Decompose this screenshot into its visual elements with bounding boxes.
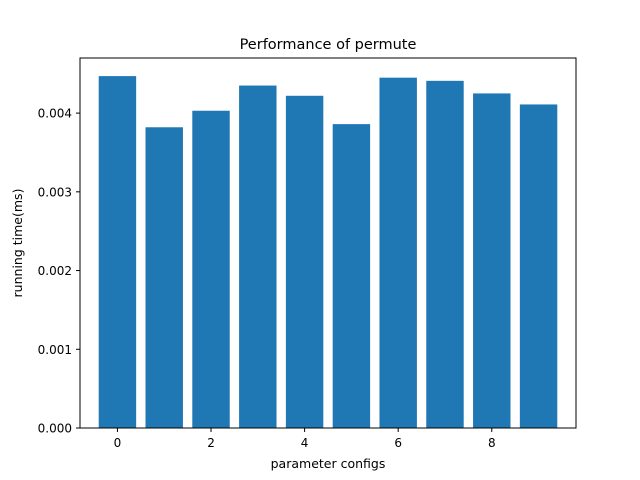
x-tick-label: 2 [207, 436, 215, 450]
y-tick-label: 0.001 [38, 343, 72, 357]
plot-frame [79, 57, 577, 429]
x-tick-label: 0 [114, 436, 122, 450]
bar-5 [332, 124, 371, 429]
bar-8 [473, 93, 511, 428]
bar-3 [239, 85, 277, 428]
bar-0 [98, 76, 137, 428]
y-tick-label: 0.000 [38, 422, 72, 436]
bar-4 [285, 95, 324, 428]
x-tick-label: 8 [488, 436, 496, 450]
chart-title: Performance of permute [240, 37, 417, 53]
y-axis-ticks: 0.000 0.001 0.002 0.003 0.004 [38, 107, 80, 436]
bars-group [98, 76, 558, 429]
x-axis-label: parameter configs [271, 456, 386, 471]
x-tick-label: 6 [394, 436, 402, 450]
bar-1 [145, 127, 183, 428]
x-tick-label: 4 [301, 436, 309, 450]
bar-6 [379, 77, 417, 429]
y-tick-label: 0.004 [38, 107, 72, 121]
y-tick-label: 0.002 [38, 264, 72, 278]
y-tick-label: 0.003 [38, 185, 72, 199]
bar-9 [519, 104, 558, 428]
y-axis-label: running time(ms) [10, 189, 25, 298]
x-axis-ticks: 0 2 4 6 8 [114, 428, 496, 450]
bar-2 [192, 110, 230, 428]
bar-7 [426, 80, 464, 429]
